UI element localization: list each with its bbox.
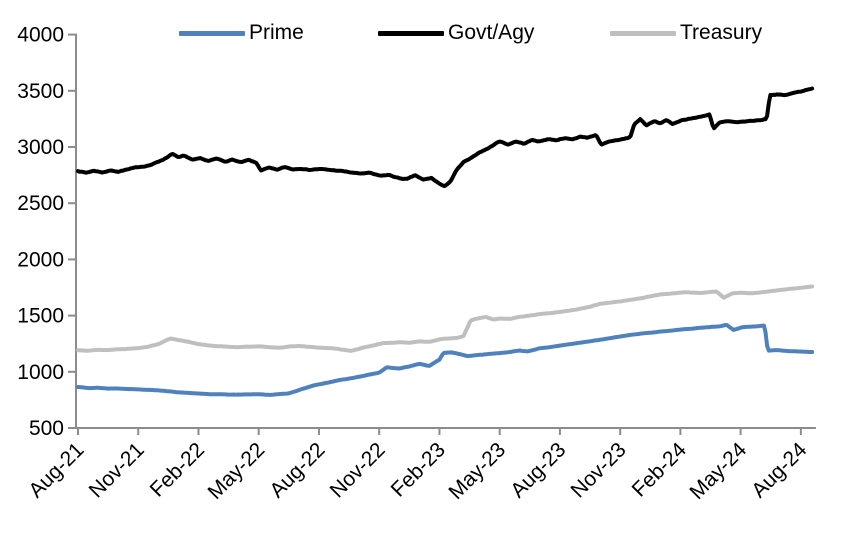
y-tick-label: 1500: [17, 305, 64, 328]
x-tick-label: Nov-23: [567, 438, 631, 502]
y-tick-label: 4000: [17, 24, 64, 47]
y-tick-label: 2500: [17, 192, 64, 215]
y-tick-label: 3500: [17, 80, 64, 103]
govt-agy-line: [76, 86, 815, 189]
x-tick-label: May-24: [685, 438, 751, 504]
x-tick-label: Feb-24: [628, 438, 692, 502]
treasury-line: [76, 284, 815, 353]
y-tick-label: 3000: [17, 136, 64, 159]
x-tick-label: Aug-23: [506, 438, 570, 502]
x-tick-label: Feb-23: [387, 438, 450, 501]
x-tick-label: Aug-22: [265, 438, 329, 502]
x-tick-label: Feb-22: [146, 438, 209, 501]
x-tick-label: Nov-22: [326, 438, 390, 502]
x-tick-label: Aug-24: [747, 438, 811, 502]
x-tick-label: Aug-21: [24, 438, 88, 502]
x-tick-label: May-22: [203, 438, 269, 504]
x-tick-label: Nov-21: [85, 438, 149, 502]
y-tick-label: 1000: [17, 361, 64, 384]
y-tick-label: 500: [29, 417, 64, 440]
x-tick-label: May-23: [444, 438, 510, 504]
prime-line: [76, 323, 815, 397]
y-tick-label: 2000: [17, 248, 64, 271]
